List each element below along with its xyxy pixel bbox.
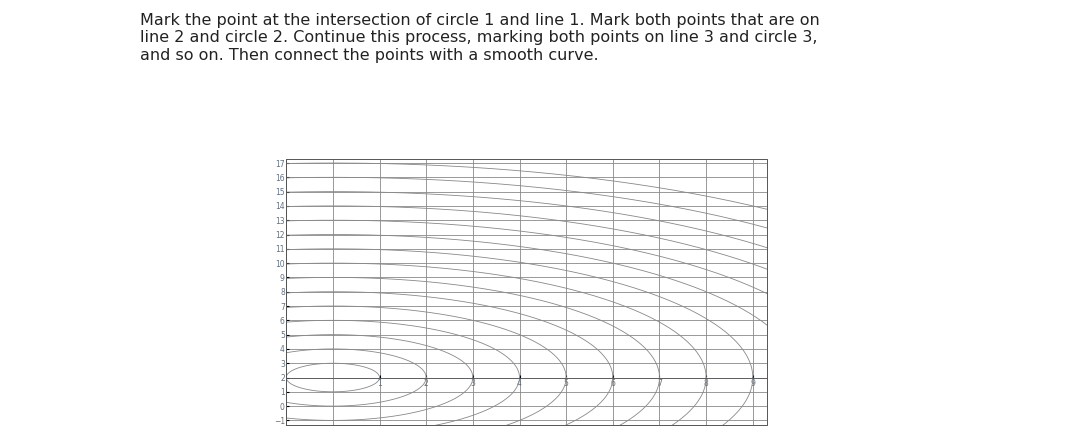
Text: Mark the point at the intersection of circle 1 and line 1. Mark both points that: Mark the point at the intersection of ci…	[140, 13, 820, 63]
